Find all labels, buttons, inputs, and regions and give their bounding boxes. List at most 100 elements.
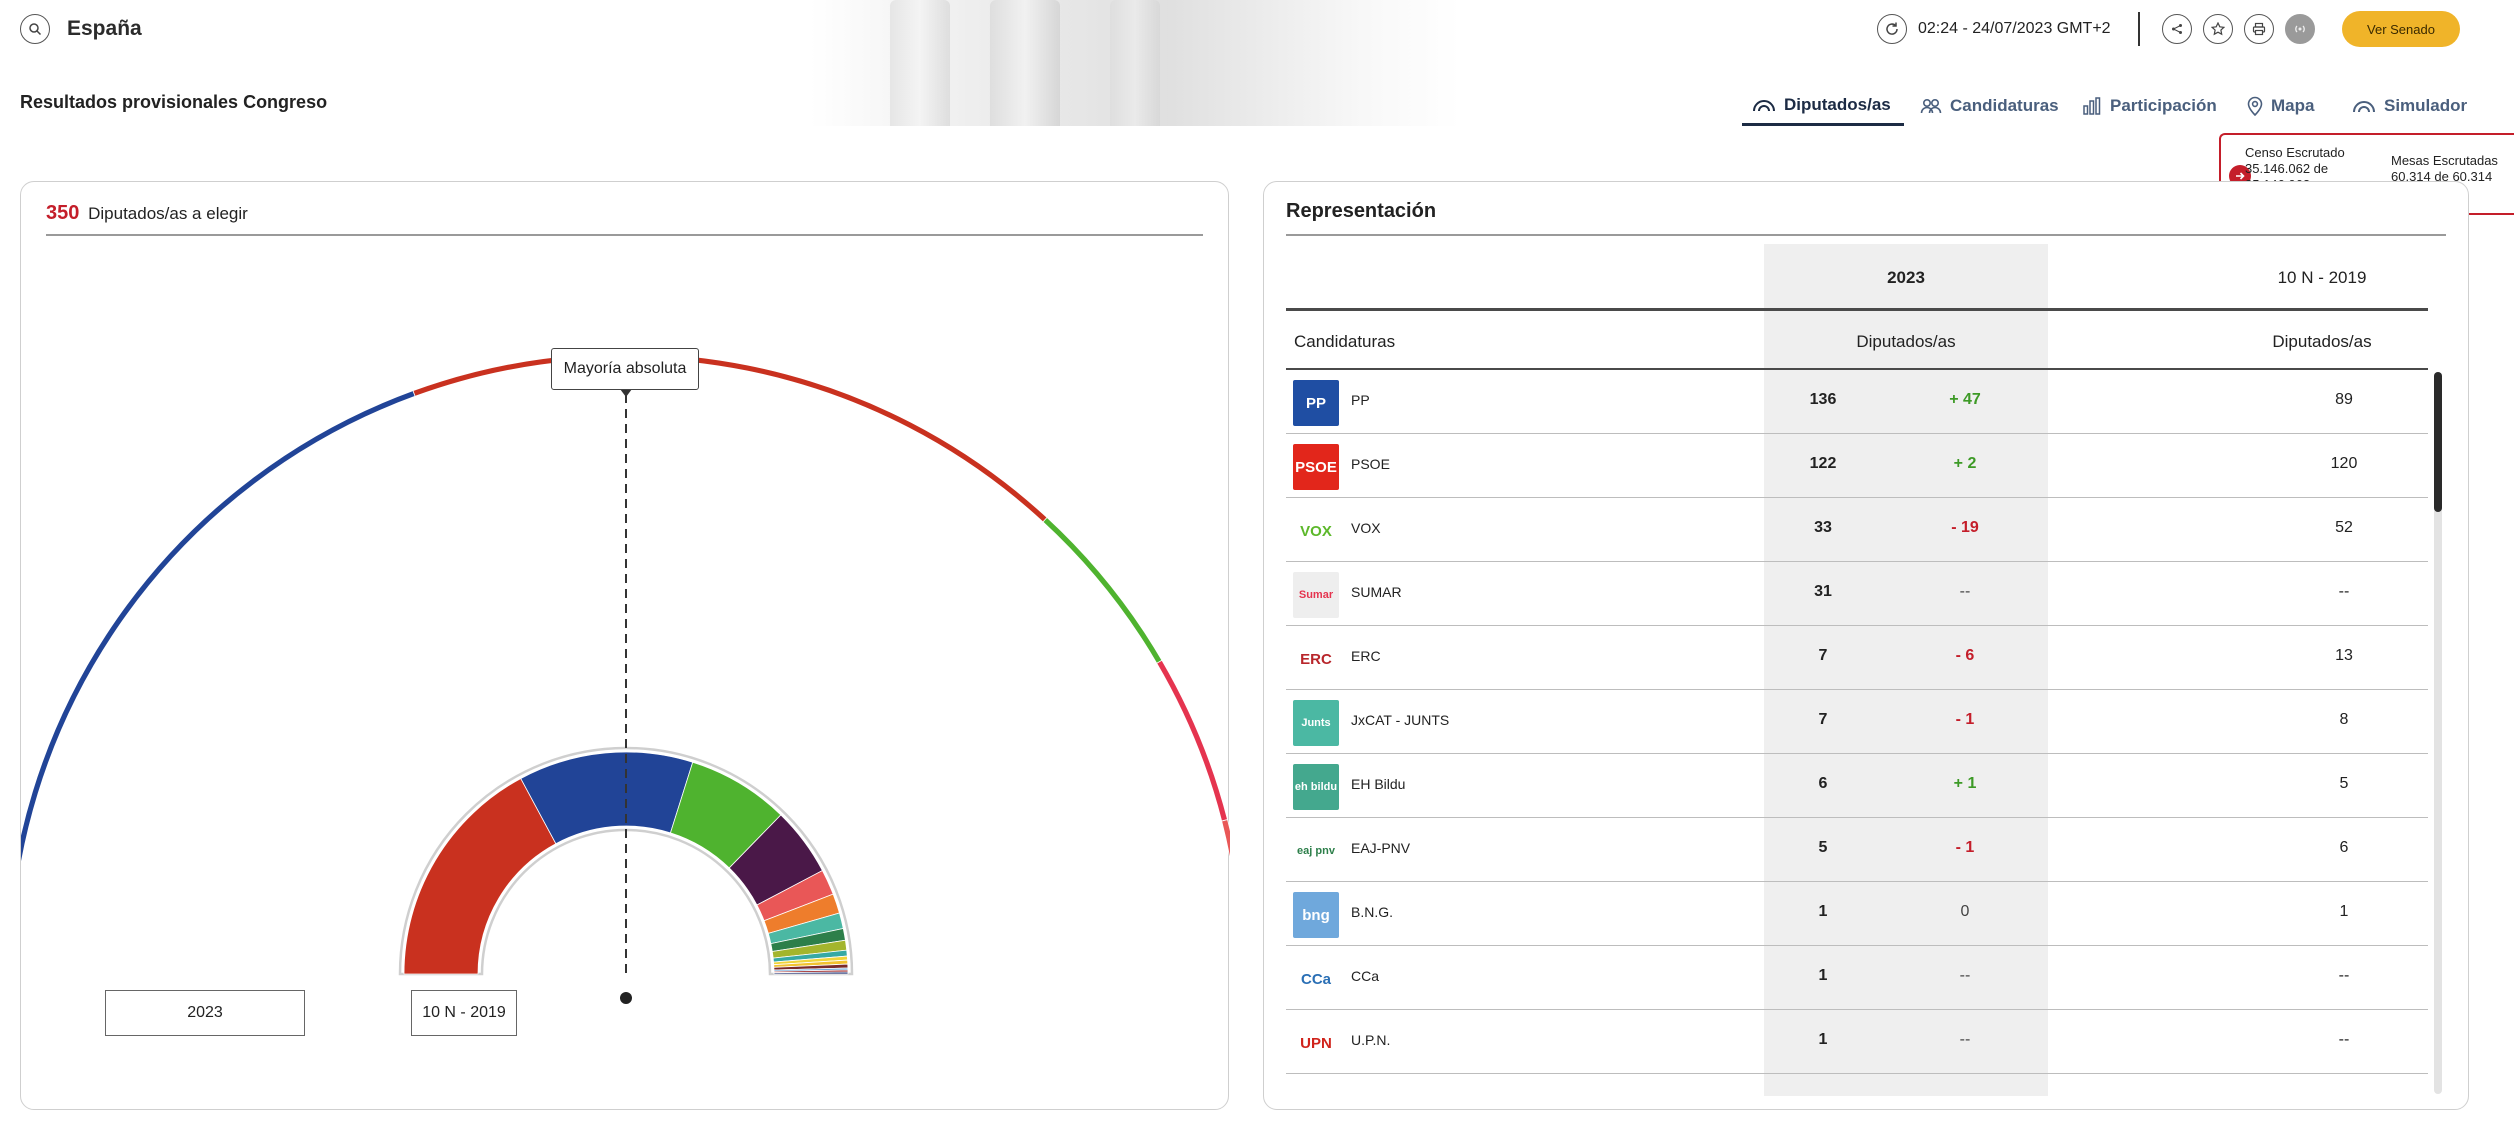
party-name: EH Bildu — [1351, 776, 1406, 792]
search-button[interactable] — [20, 14, 50, 44]
ring-2019-segment-teruel-existe[interactable] — [773, 971, 849, 975]
refresh-button[interactable] — [1877, 14, 1907, 44]
pillar-shape — [1110, 0, 1160, 126]
seats-2023: 7 — [1818, 711, 1828, 728]
table-row[interactable]: CCa CCa 1 -- -- — [1286, 946, 2428, 1010]
share-button[interactable] — [2162, 14, 2192, 44]
party-logo: CCa — [1293, 956, 1339, 1002]
hemicycle-chart — [21, 352, 1230, 1004]
mesas-title: Mesas Escrutadas — [2391, 153, 2498, 168]
favorite-button[interactable] — [2203, 14, 2233, 44]
seats-header: 350 Diputados/as a elegir — [46, 202, 248, 225]
table-row[interactable]: PSOE PSOE 122 + 2 120 — [1286, 434, 2428, 498]
party-logo: PSOE — [1293, 444, 1339, 490]
share-icon — [2172, 24, 2182, 34]
broadcast-icon — [2295, 25, 2305, 33]
table-row[interactable] — [1286, 1074, 2428, 1096]
ring-2023-segment-vox[interactable] — [1042, 516, 1163, 664]
seats-2019: 5 — [2339, 775, 2349, 792]
seats-2023: 6 — [1818, 775, 1828, 792]
party-logo: Junts — [1293, 700, 1339, 746]
divider — [1286, 234, 2446, 236]
seats-2019: 1 — [2339, 903, 2349, 920]
ring-2023-segment-sumar[interactable] — [1156, 659, 1228, 822]
table-row[interactable]: VOX VOX 33 - 19 52 — [1286, 498, 2428, 562]
table-row[interactable]: ERC ERC 7 - 6 13 — [1286, 626, 2428, 690]
seats-2023: 1 — [1818, 1031, 1828, 1048]
ring-2023-segment-pp[interactable] — [21, 390, 416, 974]
header-background-image — [810, 0, 1460, 126]
tab-mapa[interactable]: Mapa — [2237, 86, 2324, 126]
party-name: CCa — [1351, 968, 1380, 984]
party-name: PP — [1351, 392, 1370, 408]
party-name: VOX — [1351, 520, 1381, 536]
table-row[interactable]: bng B.N.G. 1 0 1 — [1286, 882, 2428, 946]
tab-simulador[interactable]: Simulador — [2342, 86, 2477, 126]
seats-difference: + 1 — [1953, 775, 1977, 792]
column-header-seats-2019: Diputados/as — [2272, 332, 2372, 351]
party-name: EAJ-PNV — [1351, 840, 1411, 856]
seats-difference: - 1 — [1955, 711, 1975, 728]
ver-senado-button[interactable]: Ver Senado — [2342, 11, 2460, 47]
representation-title: Representación — [1286, 200, 1437, 222]
tab-label: Mapa — [2271, 96, 2315, 115]
party-logo: Sumar — [1293, 572, 1339, 618]
top-header: España 02:24 - 24/07/2023 GMT+2 Ver Sena… — [0, 0, 2514, 58]
hemicycle-icon — [1753, 99, 1775, 111]
table-scrollbar[interactable] — [2434, 372, 2442, 1094]
seats-difference: -- — [1959, 583, 1971, 600]
tab-participacion[interactable]: Participación — [2072, 86, 2227, 126]
bar-chart-icon — [2083, 97, 2101, 115]
censo-count-line1: 35.146.062 de — [2245, 161, 2329, 176]
table-top-rule — [1286, 308, 2428, 311]
ring-2023-segment-erc[interactable] — [1221, 819, 1230, 860]
seats-difference: -- — [1959, 967, 1971, 984]
seats-2019: -- — [2338, 1031, 2350, 1048]
column-year-2023: 2023 — [1887, 268, 1925, 287]
seats-2019: 52 — [2335, 519, 2353, 536]
seats-2019: 13 — [2335, 647, 2353, 664]
hemicycle-center-dot — [620, 992, 632, 1004]
table-row[interactable]: eh bildu EH Bildu 6 + 1 5 — [1286, 754, 2428, 818]
ring-2023-segment-psoe[interactable] — [412, 352, 1048, 523]
party-logo: bng — [1293, 892, 1339, 938]
representation-card: Representación 2023 10 N - 2019 Candidat… — [1263, 181, 2469, 1110]
column-header-candidaturas: Candidaturas — [1294, 332, 1396, 351]
people-icon — [1920, 98, 1942, 114]
seats-2019: -- — [2338, 583, 2350, 600]
last-update-timestamp: 02:24 - 24/07/2023 GMT+2 — [1918, 20, 2111, 37]
app-title: España — [67, 17, 142, 40]
mesas-count: 60.314 de 60.314 — [2391, 169, 2493, 184]
broadcast-button[interactable] — [2285, 14, 2315, 44]
results-table-body[interactable]: PP PP 136 + 47 89 PSOE PSOE 122 + 2 120 VOX VOX 33- … — [1286, 370, 2428, 1096]
hemicycle-card: 350 Diputados/as a elegir Mayoría absolu… — [20, 181, 1230, 1110]
table-row[interactable]: Junts JxCAT - JUNTS 7 - 1 8 — [1286, 690, 2428, 754]
star-icon — [2211, 22, 2225, 36]
seats-2023: 31 — [1814, 583, 1832, 600]
seats-2023: 1 — [1818, 903, 1828, 920]
seats-difference: 0 — [1960, 903, 1970, 920]
seats-difference: + 2 — [1953, 455, 1977, 472]
column-year-2019: 10 N - 2019 — [2277, 268, 2367, 287]
print-button[interactable] — [2244, 14, 2274, 44]
party-logo: UPN — [1293, 1020, 1339, 1066]
table-row[interactable]: eaj pnv EAJ-PNV 5 - 1 6 — [1286, 818, 2428, 882]
seats-2023: 122 — [1809, 455, 1837, 472]
table-row[interactable]: UPN U.P.N. 1 -- -- — [1286, 1010, 2428, 1074]
table-row[interactable]: PP PP 136 + 47 89 — [1286, 370, 2428, 434]
scrollbar-thumb[interactable] — [2434, 372, 2442, 512]
tab-label: Diputados/as — [1784, 94, 1891, 114]
tab-candidaturas[interactable]: Candidaturas — [1910, 86, 2069, 126]
pillar-shape — [990, 0, 1060, 126]
censo-title: Censo Escrutado — [2245, 145, 2345, 160]
seats-2023: 5 — [1818, 839, 1828, 856]
ring-2019-segment-psoe[interactable] — [403, 777, 557, 975]
party-name: PSOE — [1351, 456, 1390, 472]
seats-difference: - 6 — [1955, 647, 1975, 664]
column-header-seats-2023: Diputados/as — [1856, 332, 1956, 351]
seats-2019: 120 — [2330, 455, 2358, 472]
table-header-rule — [1286, 368, 2428, 370]
tab-diputados[interactable]: Diputados/as — [1742, 86, 1904, 126]
table-row[interactable]: Sumar SUMAR 31 -- -- — [1286, 562, 2428, 626]
seats-difference: + 47 — [1949, 391, 1981, 408]
